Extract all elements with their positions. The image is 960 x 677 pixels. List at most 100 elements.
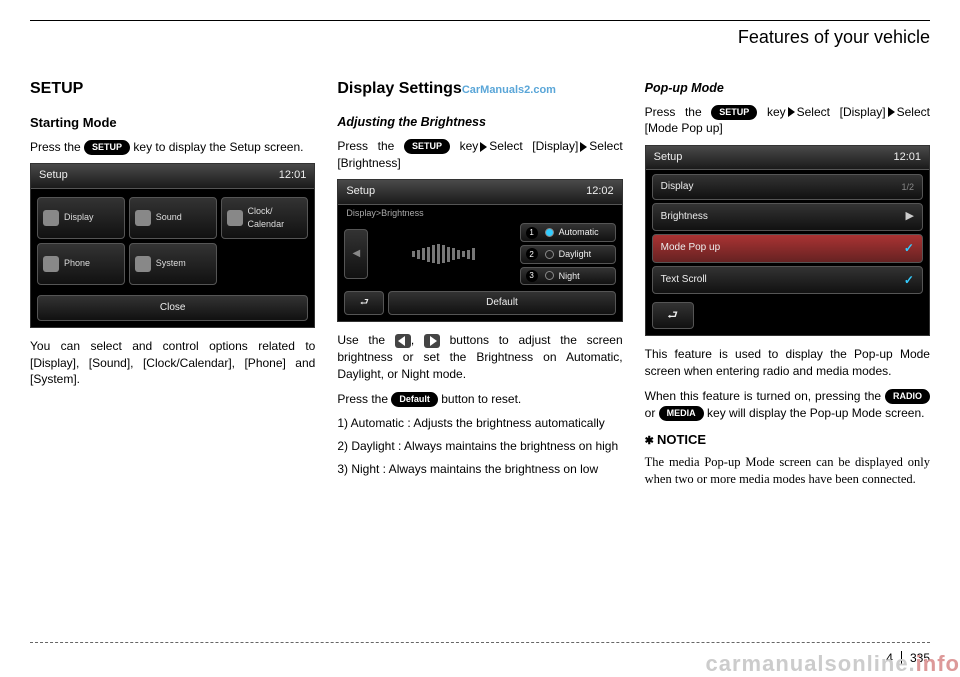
text: Select [Display] <box>489 139 578 153</box>
text: Use the <box>337 333 394 347</box>
radio-button-label: RADIO <box>885 389 930 404</box>
arrow-icon <box>480 142 487 152</box>
back-button[interactable]: ⮐ <box>652 302 694 329</box>
notice-body: The media Pop-up Mode screen can be disp… <box>645 454 930 488</box>
row-label: Text Scroll <box>661 273 707 287</box>
pager: 1/2 <box>901 181 914 194</box>
text: Press the <box>337 392 391 406</box>
bullet-icon: 1 <box>526 227 538 239</box>
col2-p2: Use the , buttons to adjust the screen b… <box>337 332 622 382</box>
tile-icon <box>135 256 151 272</box>
col1-p2: You can select and control options relat… <box>30 338 315 388</box>
text: key will display the Pop-up Mode screen. <box>707 406 924 420</box>
media-button-label: MEDIA <box>659 406 704 421</box>
brightness-screen: Setup 12:02 Display>Brightness ◀ 1 Automa… <box>337 179 622 322</box>
tile-label: Display <box>64 211 94 224</box>
text: Select [Display] <box>797 105 886 119</box>
close-button[interactable]: Close <box>37 295 308 321</box>
tile-icon <box>43 256 59 272</box>
screen-time: 12:02 <box>586 184 614 199</box>
bullet-icon: 3 <box>526 270 538 282</box>
screen-time: 12:01 <box>893 150 921 165</box>
setup-button-label: SETUP <box>404 139 450 154</box>
screen-title: Setup <box>654 150 683 165</box>
setup-button-label: SETUP <box>84 140 130 155</box>
brightness-option[interactable]: 1 Automatic <box>520 223 616 242</box>
check-icon: ✓ <box>904 240 914 257</box>
screen-title: Setup <box>39 168 68 183</box>
list-item: 2) Daylight : Always maintains the brigh… <box>337 438 622 455</box>
chevron-right-icon: ▶ <box>906 209 914 224</box>
display-list-screen: Setup 12:01 Display 1/2 Brightness ▶ Mode Po… <box>645 145 930 336</box>
setup-tile[interactable]: Phone <box>37 243 125 285</box>
left-arrow-icon <box>395 334 411 348</box>
nav-left[interactable]: ◀ <box>344 229 368 279</box>
popup-mode-heading: Pop-up Mode <box>645 80 930 98</box>
text: key to display the Setup screen. <box>133 140 303 154</box>
setup-screen-1: Setup 12:01 Display Sound Clock/ Calendar P… <box>30 163 315 327</box>
bullet-icon: 2 <box>526 248 538 260</box>
setup-tile[interactable]: Clock/ Calendar <box>221 197 309 239</box>
text: button to reset. <box>441 392 521 406</box>
setup-tile[interactable]: Sound <box>129 197 217 239</box>
column-2: Display SettingsCarManuals2.com Adjustin… <box>337 78 622 488</box>
display-list-row[interactable]: Mode Pop up ✓ <box>652 234 923 263</box>
back-button[interactable]: ⮐ <box>344 291 384 315</box>
radio-icon <box>545 228 554 237</box>
option-label: Night <box>559 270 580 283</box>
watermark-top: CarManuals2.com <box>462 84 556 96</box>
notice-heading: NOTICE <box>645 431 930 449</box>
setup-button-label: SETUP <box>711 105 757 120</box>
brightness-option[interactable]: 3 Night <box>520 267 616 286</box>
default-button[interactable]: Default <box>388 291 615 315</box>
row-label: Brightness <box>661 210 708 224</box>
list-item: 3) Night : Always maintains the brightne… <box>337 461 622 478</box>
brightness-bars <box>374 229 513 279</box>
text: or <box>645 406 659 420</box>
text: carmanualsonline. <box>705 651 915 676</box>
screen-time: 12:01 <box>279 168 307 183</box>
row-label: Display <box>661 180 694 194</box>
tile-label: Clock/ Calendar <box>248 205 303 230</box>
text: key <box>767 105 786 119</box>
tile-label: Sound <box>156 211 182 224</box>
tile-label: System <box>156 257 186 270</box>
starting-mode-heading: Starting Mode <box>30 114 315 132</box>
setup-tile[interactable]: System <box>129 243 217 285</box>
col2-p1: Press the SETUP keySelect [Display]Selec… <box>337 138 622 172</box>
text: When this feature is turned on, pressing… <box>645 389 885 403</box>
display-list-row[interactable]: Brightness ▶ <box>652 203 923 230</box>
arrow-icon <box>788 107 795 117</box>
option-label: Automatic <box>559 226 599 239</box>
col2-p3: Press the Default button to reset. <box>337 391 622 408</box>
radio-icon <box>545 271 554 280</box>
text: Press the <box>337 139 404 153</box>
display-list-row[interactable]: Display 1/2 <box>652 174 923 200</box>
check-icon: ✓ <box>904 272 914 289</box>
arrow-icon <box>888 107 895 117</box>
right-arrow-icon <box>424 334 440 348</box>
setup-tile[interactable]: Display <box>37 197 125 239</box>
column-1: SETUP Starting Mode Press the SETUP key … <box>30 78 315 488</box>
brightness-option[interactable]: 2 Daylight <box>520 245 616 264</box>
col1-p1: Press the SETUP key to display the Setup… <box>30 139 315 156</box>
text: Press the <box>30 140 84 154</box>
column-3: Pop-up Mode Press the SETUP key Select [D… <box>645 78 930 488</box>
page-header: Features of your vehicle <box>30 27 930 48</box>
text: Press the <box>645 105 712 119</box>
setup-heading: SETUP <box>30 78 315 100</box>
screen-title: Setup <box>346 184 375 199</box>
col3-p3: When this feature is turned on, pressing… <box>645 388 930 422</box>
row-label: Mode Pop up <box>661 241 721 255</box>
adjusting-brightness-heading: Adjusting the Brightness <box>337 114 622 132</box>
option-label: Daylight <box>559 248 592 261</box>
breadcrumb: Display>Brightness <box>338 205 621 224</box>
tile-label: Phone <box>64 257 90 270</box>
display-list-row[interactable]: Text Scroll ✓ <box>652 266 923 295</box>
text: Display Settings <box>337 80 461 97</box>
default-button-label: Default <box>391 392 438 407</box>
text: key <box>460 139 479 153</box>
radio-icon <box>545 250 554 259</box>
text: info <box>916 651 960 676</box>
footer-divider <box>30 642 930 643</box>
